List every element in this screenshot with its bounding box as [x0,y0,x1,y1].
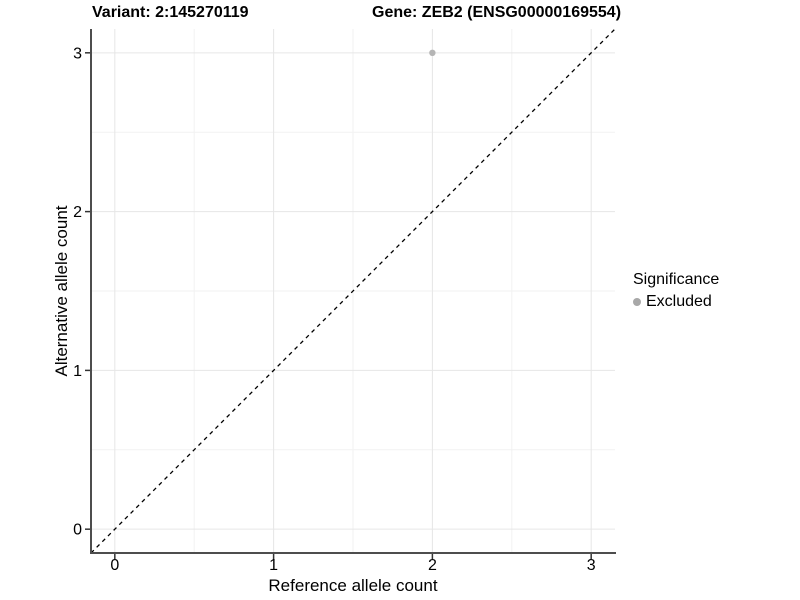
plot-title-variant: Variant: 2:145270119 [92,4,249,21]
legend: Significance Excluded [633,270,719,311]
y-tick-label: 0 [73,522,82,539]
legend-item-excluded: Excluded [633,292,719,311]
identity-line [90,28,616,554]
y-axis-title: Alternative allele count [52,205,71,377]
x-tick-label: 1 [269,557,278,574]
legend-item-label: Excluded [646,293,712,310]
x-axis-title: Reference allele count [268,576,438,595]
y-tick-label: 1 [73,363,82,380]
x-tick-label: 0 [110,557,119,574]
data-point [429,49,436,57]
x-tick-label: 2 [428,557,437,574]
legend-title: Significance [633,271,720,288]
y-tick-label: 2 [73,204,82,221]
y-tick-label: 3 [73,45,82,62]
x-tick-label: 3 [587,557,596,574]
legend-point-icon [633,297,641,306]
plot-title-gene: Gene: ZEB2 (ENSG00000169554) [372,4,622,21]
